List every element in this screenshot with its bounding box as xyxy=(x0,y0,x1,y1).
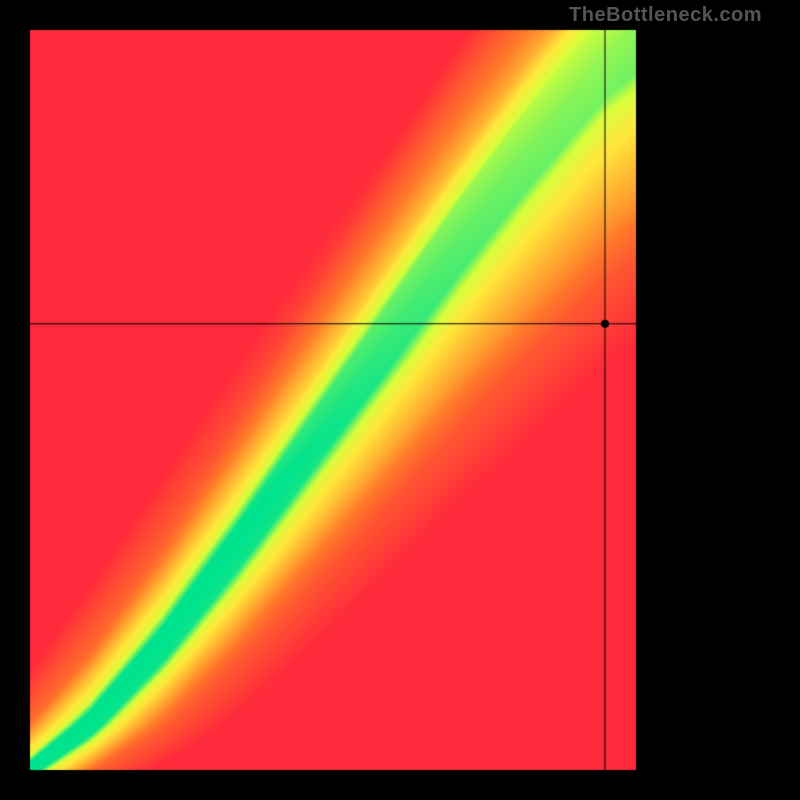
watermark-text: TheBottleneck.com xyxy=(569,4,762,27)
chart-container: { "watermark": { "text": "TheBottleneck.… xyxy=(0,0,800,800)
bottleneck-heatmap xyxy=(0,0,800,800)
